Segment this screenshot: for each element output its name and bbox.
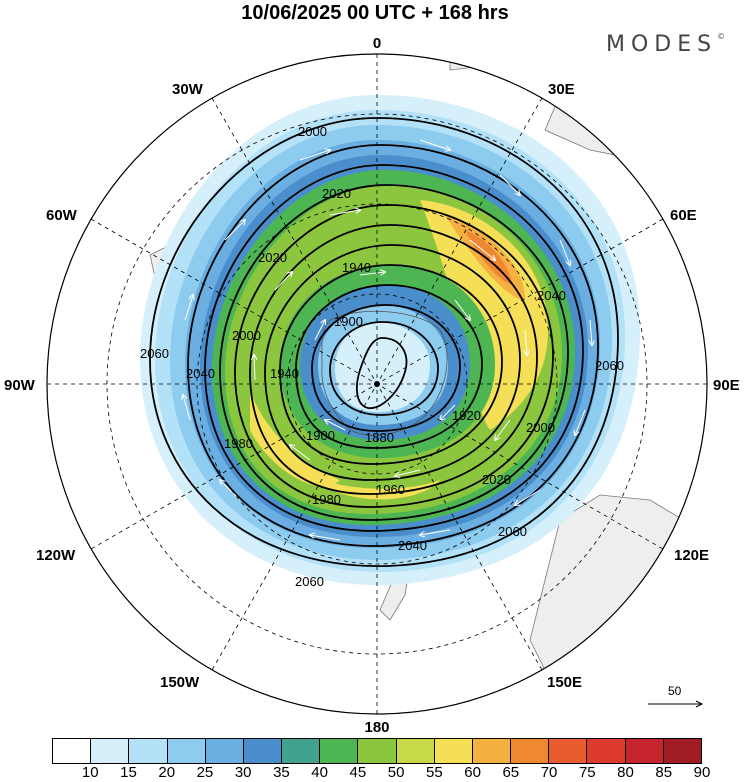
reference-vector-value: 50 [668,684,682,698]
contour-label: 1880 [365,430,394,445]
lon-label-60w: 60W [46,207,78,224]
colorbar-tick-label: 60 [464,764,481,781]
lon-label-180: 180 [364,719,389,736]
lon-label-120e: 120E [674,547,709,564]
colorbar-tick-label: 45 [349,764,367,781]
modes-logo: MODES© [606,32,726,57]
lon-label-150e: 150E [547,674,582,691]
contour-label: 2060 [498,524,527,539]
contour-label: 1940 [342,260,371,275]
contour-label: 2000 [526,420,555,435]
colorbar [52,738,702,764]
contour-label: 2040 [537,288,566,303]
contour-label: 2060 [295,574,324,589]
contour-label: 1900 [306,428,335,443]
lon-label-150w: 150W [160,674,200,691]
colorbar-swatch [358,739,397,763]
contour-label: 2020 [482,472,511,487]
colorbar-swatch [396,739,435,763]
colorbar-swatch [472,739,512,763]
lon-label-90e: 90E [713,377,740,394]
lon-label-30e: 30E [548,81,575,98]
reference-arrow-icon [648,700,704,708]
colorbar-swatch [129,739,168,763]
lon-label-60e: 60E [670,207,697,224]
contour-label: 2060 [595,358,624,373]
colorbar-tick-label: 85 [655,764,673,781]
lon-label-120w: 120W [36,547,76,564]
colorbar-tick-label: 40 [311,764,328,781]
colorbar-tick-label: 75 [578,764,596,781]
colorbar-swatch [511,739,550,763]
contour-label: 2000 [232,328,261,343]
contour-label: 2060 [140,346,169,361]
colorbar-swatch [167,739,206,763]
colorbar-swatch [53,739,92,763]
reference-vector: 50 [644,684,704,714]
lon-label-0: 0 [373,35,381,52]
contour-label: 2020 [322,186,351,201]
colorbar-swatch [320,739,359,763]
colorbar-swatch [663,739,701,763]
height-contours [149,117,619,567]
wind-streamlines [183,139,592,541]
colorbar-tick-label: 65 [502,764,520,781]
colorbar-tick-label: 35 [273,764,290,781]
contour-label: 2040 [398,538,427,553]
colorbar-tick-label: 50 [387,764,405,781]
contour-label: 1940 [270,366,299,381]
lon-label-90w: 90W [4,377,36,394]
colorbar-tick-label: 25 [196,764,214,781]
lon-label-30w: 30W [172,81,204,98]
colorbar-swatch [282,739,321,763]
south-pole-marker [374,381,380,387]
contour-label: 1900 [334,314,363,329]
colorbar-tick-label: 90 [693,764,711,781]
colorbar-swatch [434,739,473,763]
contour-labels: 2000 2060 2040 2020 2020 2000 1980 1980 … [140,124,624,589]
map-title: 10/06/2025 00 UTC + 168 hrs [241,2,509,24]
colorbar-tick-label: 10 [81,764,99,781]
contour-label: 2000 [298,124,327,139]
colorbar-swatch [625,739,664,763]
colorbar-tick-label: 15 [120,764,137,781]
colorbar-tick-label: 70 [540,764,558,781]
contour-label: 1920 [452,408,481,423]
contour-label: 2020 [258,250,287,265]
colorbar-swatch [243,739,283,763]
colorbar-tick-label: 55 [426,764,443,781]
contour-label: 2040 [186,366,215,381]
colorbar-swatch [205,739,244,763]
colorbar-swatch [91,739,130,763]
colorbar-tick-label: 30 [234,764,252,781]
colorbar-tick-label: 80 [617,764,634,781]
colorbar-tick-label: 20 [158,764,176,781]
polar-map: 2000 2060 2040 2020 2020 2000 1980 1980 … [4,35,740,736]
colorbar-ticks: 10 15 20 25 30 35 40 45 50 55 60 65 70 75 80 85 90 [52,764,710,782]
contour-label: 1960 [376,482,405,497]
colorbar-swatch [549,739,588,763]
colorbar-swatch [587,739,626,763]
contour-label: 1980 [224,436,253,451]
contour-label: 1980 [312,492,341,507]
